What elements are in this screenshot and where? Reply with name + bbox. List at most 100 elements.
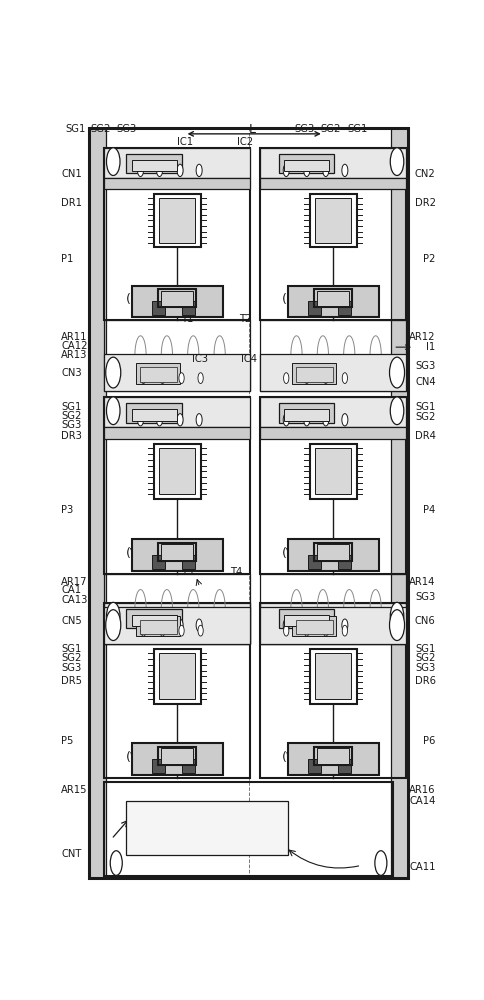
Bar (151, 555, 165, 569)
Circle shape (137, 164, 143, 177)
Bar (89, 128, 408, 878)
Bar (104, 354, 250, 391)
Bar (314, 543, 351, 561)
Bar (307, 301, 320, 315)
Bar (126, 801, 287, 855)
Text: SG3: SG3 (61, 663, 81, 673)
Text: AR14: AR14 (408, 577, 435, 587)
Circle shape (137, 414, 143, 426)
Bar (89, 128, 106, 878)
Bar (259, 354, 406, 391)
Text: (VP): (VP) (125, 547, 151, 560)
Bar (158, 543, 196, 561)
Text: T1: T1 (181, 314, 194, 324)
Circle shape (303, 164, 309, 177)
Circle shape (179, 373, 184, 383)
Bar (317, 748, 348, 764)
Text: DR6: DR6 (414, 676, 435, 686)
Text: CN5: CN5 (61, 615, 82, 626)
Text: AR12: AR12 (408, 332, 435, 342)
Circle shape (156, 414, 162, 426)
Bar (278, 154, 333, 173)
Circle shape (283, 625, 288, 636)
Text: SG3: SG3 (116, 124, 136, 134)
Circle shape (177, 164, 182, 177)
Bar (104, 603, 250, 633)
Bar (307, 555, 320, 569)
Circle shape (106, 148, 120, 175)
Bar (317, 291, 348, 306)
Circle shape (303, 414, 309, 426)
Text: IC1: IC1 (176, 137, 192, 147)
Circle shape (390, 397, 403, 425)
Bar (104, 603, 250, 778)
Bar (259, 633, 406, 644)
Bar (259, 603, 406, 778)
Bar (151, 301, 165, 315)
Circle shape (322, 619, 328, 631)
Bar (182, 759, 195, 773)
Text: P5: P5 (61, 736, 74, 746)
Text: SG1: SG1 (414, 644, 435, 654)
Circle shape (322, 164, 328, 177)
Text: CN4: CN4 (414, 377, 435, 387)
Circle shape (283, 619, 288, 631)
Text: P4: P4 (423, 505, 435, 515)
Circle shape (160, 373, 165, 383)
Bar (104, 148, 250, 320)
Circle shape (197, 373, 203, 383)
Bar (104, 607, 250, 644)
Circle shape (322, 625, 328, 636)
Text: DR5: DR5 (61, 676, 82, 686)
Text: CA14: CA14 (408, 796, 435, 806)
Text: P6: P6 (423, 736, 435, 746)
Circle shape (179, 625, 184, 636)
Bar (104, 397, 250, 427)
Bar (136, 616, 180, 636)
Text: CN6: CN6 (414, 615, 435, 626)
Bar (153, 649, 200, 704)
Bar (287, 743, 378, 775)
Bar (126, 154, 182, 173)
Text: SG1: SG1 (61, 644, 82, 654)
Bar (126, 403, 182, 423)
Bar (337, 555, 350, 569)
Text: CN3: CN3 (61, 368, 82, 378)
Bar (291, 363, 335, 384)
Bar (104, 633, 250, 644)
Text: P1: P1 (61, 254, 74, 264)
Bar (182, 301, 195, 315)
Bar (337, 759, 350, 773)
Bar (259, 320, 406, 391)
Text: CN1: CN1 (61, 169, 82, 179)
Bar (391, 128, 408, 878)
Bar (309, 649, 356, 704)
Circle shape (106, 602, 120, 630)
Circle shape (283, 414, 288, 426)
Text: SG1: SG1 (414, 402, 435, 412)
Bar (315, 198, 350, 243)
Bar (104, 178, 250, 189)
Text: (UN): (UN) (281, 293, 309, 306)
Circle shape (140, 625, 146, 636)
Circle shape (342, 373, 347, 383)
Bar (259, 148, 406, 320)
Bar (337, 301, 350, 315)
Bar (161, 291, 193, 306)
Text: P3: P3 (61, 505, 74, 515)
Text: SG3: SG3 (415, 663, 435, 673)
Bar (315, 653, 350, 699)
Bar (259, 574, 406, 644)
Text: SG3: SG3 (415, 592, 435, 602)
Text: IC2: IC2 (236, 137, 252, 147)
Text: SG2: SG2 (61, 653, 82, 663)
Circle shape (341, 414, 347, 426)
Text: SG2: SG2 (319, 124, 340, 134)
Bar (139, 620, 176, 634)
Text: SG3: SG3 (61, 420, 81, 430)
Text: CN2: CN2 (414, 169, 435, 179)
Bar (132, 409, 176, 421)
Bar (291, 616, 335, 636)
Bar (295, 620, 332, 634)
Text: AR15: AR15 (61, 785, 88, 795)
